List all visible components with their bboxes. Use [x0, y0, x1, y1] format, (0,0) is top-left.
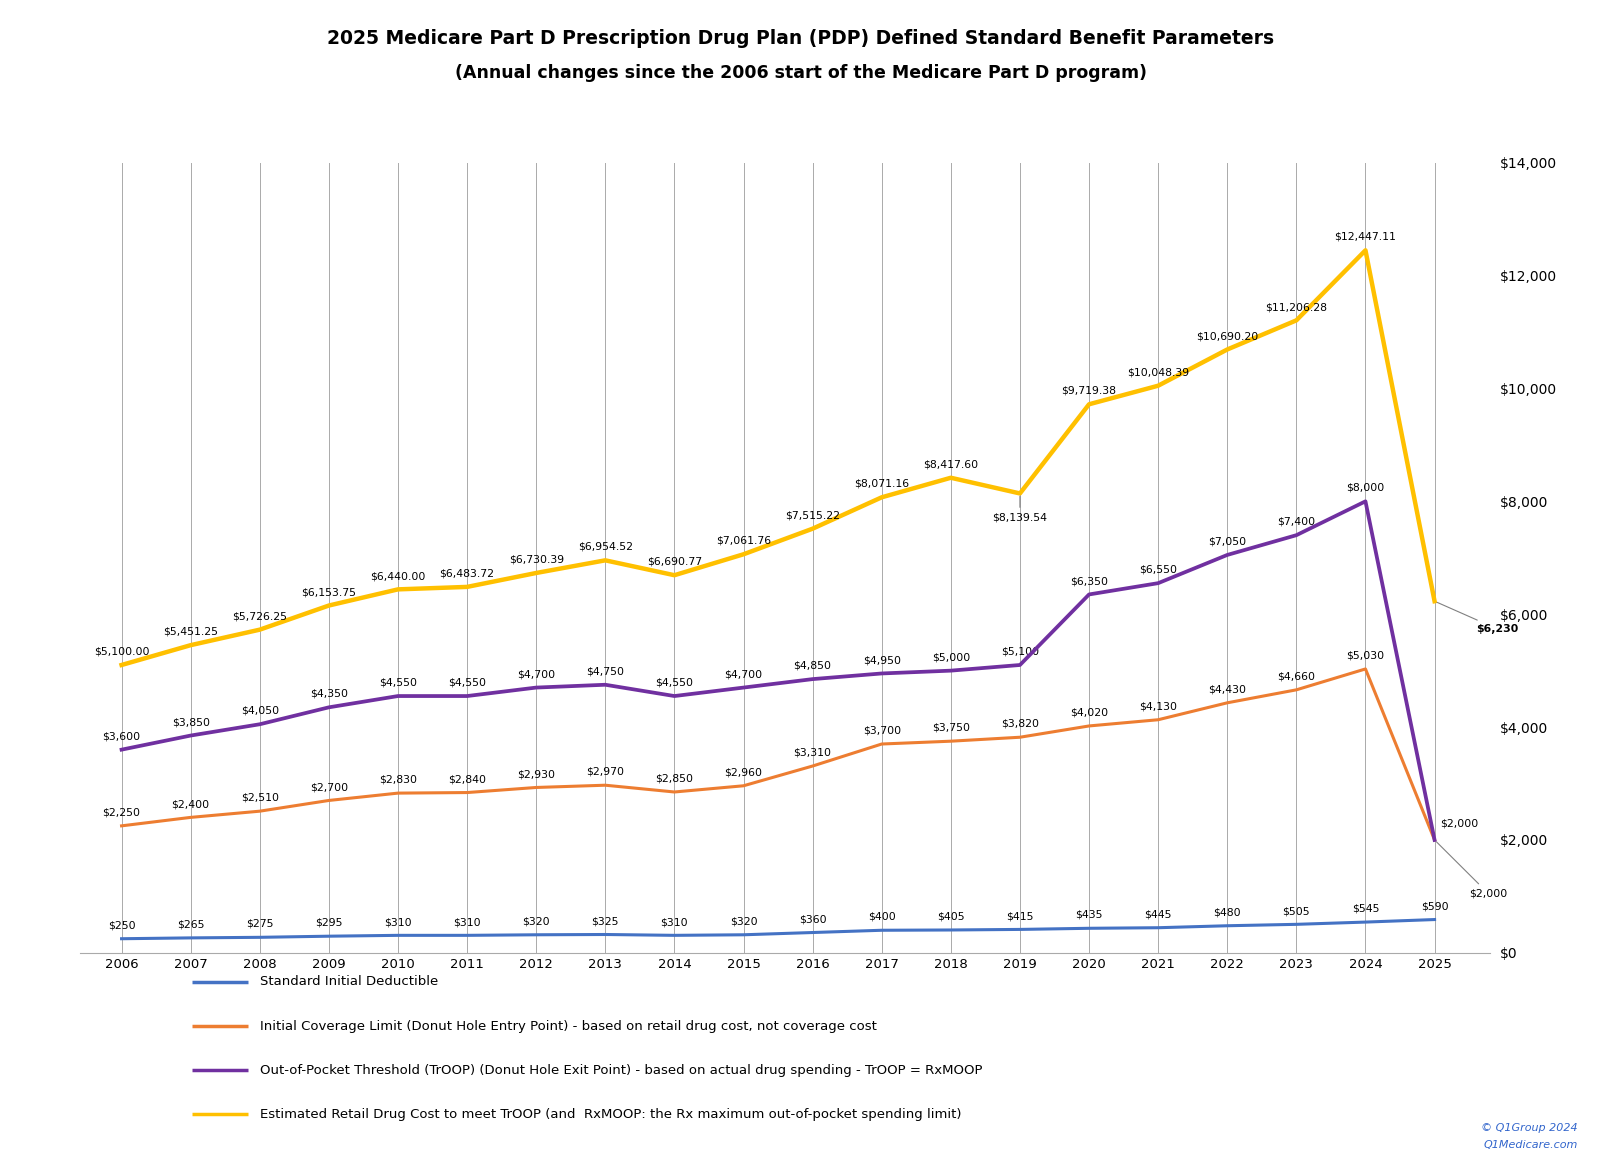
Text: $310: $310: [384, 917, 412, 927]
Text: $9,719.38: $9,719.38: [1062, 386, 1117, 396]
Text: $405: $405: [937, 912, 964, 921]
Text: $6,483.72: $6,483.72: [439, 568, 495, 579]
Text: $4,850: $4,850: [793, 661, 831, 670]
Text: $2,000: $2,000: [1437, 842, 1507, 898]
Text: $4,430: $4,430: [1208, 684, 1246, 695]
Text: $10,690.20: $10,690.20: [1197, 331, 1259, 342]
Text: 2025 Medicare Part D Prescription Drug Plan (PDP) Defined Standard Benefit Param: 2025 Medicare Part D Prescription Drug P…: [327, 29, 1275, 48]
Text: $435: $435: [1075, 910, 1102, 920]
Text: $250: $250: [107, 920, 136, 931]
Text: $6,440.00: $6,440.00: [370, 571, 426, 581]
Text: $295: $295: [316, 918, 343, 927]
Text: $2,000: $2,000: [1440, 819, 1479, 829]
Text: $4,130: $4,130: [1139, 702, 1177, 711]
Text: $8,139.54: $8,139.54: [993, 496, 1048, 523]
Text: $3,600: $3,600: [103, 731, 141, 741]
Text: $2,700: $2,700: [309, 782, 348, 792]
Text: $4,550: $4,550: [449, 677, 485, 688]
Text: $4,550: $4,550: [380, 677, 417, 688]
Text: $7,515.22: $7,515.22: [785, 510, 839, 521]
Text: $2,960: $2,960: [724, 767, 763, 777]
Text: $445: $445: [1144, 910, 1173, 919]
Text: $2,930: $2,930: [517, 769, 556, 780]
Text: © Q1Group 2024: © Q1Group 2024: [1482, 1122, 1578, 1133]
Text: $2,840: $2,840: [449, 774, 485, 784]
Text: $4,700: $4,700: [724, 669, 763, 680]
Text: $6,350: $6,350: [1070, 576, 1109, 586]
Text: $3,750: $3,750: [932, 723, 969, 733]
Text: $2,830: $2,830: [380, 775, 417, 784]
Text: $7,061.76: $7,061.76: [716, 536, 771, 546]
Text: $7,050: $7,050: [1208, 537, 1246, 546]
Text: $320: $320: [729, 917, 758, 926]
Text: (Annual changes since the 2006 start of the Medicare Part D program): (Annual changes since the 2006 start of …: [455, 64, 1147, 81]
Text: $310: $310: [453, 917, 481, 927]
Text: $275: $275: [247, 919, 274, 928]
Text: $6,230: $6,230: [1437, 602, 1519, 634]
Text: $4,950: $4,950: [863, 655, 900, 665]
Text: $2,400: $2,400: [171, 799, 210, 809]
Text: $6,550: $6,550: [1139, 565, 1177, 575]
Text: $3,310: $3,310: [793, 747, 831, 758]
Text: Estimated Retail Drug Cost to meet TrOOP (and  RxMOOP: the Rx maximum out-of-poc: Estimated Retail Drug Cost to meet TrOOP…: [260, 1107, 961, 1121]
Text: $4,660: $4,660: [1277, 672, 1315, 681]
Text: $5,030: $5,030: [1346, 651, 1384, 661]
Text: $265: $265: [176, 919, 205, 930]
Text: $3,700: $3,700: [862, 726, 900, 736]
Text: $2,850: $2,850: [655, 774, 694, 783]
Text: $5,100: $5,100: [1001, 647, 1040, 657]
Text: $4,750: $4,750: [586, 667, 625, 676]
Text: $320: $320: [522, 917, 549, 926]
Text: Standard Initial Deductible: Standard Initial Deductible: [260, 975, 437, 989]
Text: $4,550: $4,550: [655, 677, 694, 688]
Text: $8,000: $8,000: [1346, 483, 1384, 493]
Text: $5,100.00: $5,100.00: [95, 647, 149, 657]
Text: $400: $400: [868, 912, 896, 921]
Text: $4,700: $4,700: [517, 669, 556, 680]
Text: $7,400: $7,400: [1277, 517, 1315, 526]
Text: $3,820: $3,820: [1001, 719, 1040, 729]
Text: $8,417.60: $8,417.60: [923, 459, 979, 469]
Text: Initial Coverage Limit (Donut Hole Entry Point) - based on retail drug cost, not: Initial Coverage Limit (Donut Hole Entry…: [260, 1019, 876, 1033]
Text: $360: $360: [799, 914, 827, 924]
Text: $2,250: $2,250: [103, 808, 141, 818]
Text: $8,071.16: $8,071.16: [854, 479, 910, 489]
Text: $325: $325: [591, 916, 618, 926]
Text: $6,153.75: $6,153.75: [301, 587, 356, 597]
Text: $310: $310: [660, 917, 689, 927]
Text: $6,730.39: $6,730.39: [509, 554, 564, 565]
Text: Q1Medicare.com: Q1Medicare.com: [1483, 1140, 1578, 1150]
Text: $4,020: $4,020: [1070, 708, 1109, 718]
Text: Out-of-Pocket Threshold (TrOOP) (Donut Hole Exit Point) - based on actual drug s: Out-of-Pocket Threshold (TrOOP) (Donut H…: [260, 1063, 982, 1077]
Text: $5,451.25: $5,451.25: [163, 626, 218, 637]
Text: $5,726.25: $5,726.25: [232, 611, 287, 622]
Text: $4,350: $4,350: [309, 689, 348, 700]
Text: $480: $480: [1213, 908, 1242, 918]
Text: $4,050: $4,050: [240, 706, 279, 716]
Text: $545: $545: [1352, 904, 1379, 913]
Text: $11,206.28: $11,206.28: [1266, 302, 1328, 313]
Text: $505: $505: [1283, 906, 1310, 916]
Text: $6,954.52: $6,954.52: [578, 541, 633, 552]
Text: $2,510: $2,510: [240, 792, 279, 803]
Text: $10,048.39: $10,048.39: [1128, 367, 1189, 378]
Text: $3,850: $3,850: [171, 717, 210, 727]
Text: $12,447.11: $12,447.11: [1334, 232, 1397, 242]
Text: $590: $590: [1421, 902, 1448, 911]
Text: $2,970: $2,970: [586, 767, 625, 777]
Text: $6,690.77: $6,690.77: [647, 557, 702, 567]
Text: $415: $415: [1006, 911, 1033, 921]
Text: $5,000: $5,000: [932, 652, 969, 662]
